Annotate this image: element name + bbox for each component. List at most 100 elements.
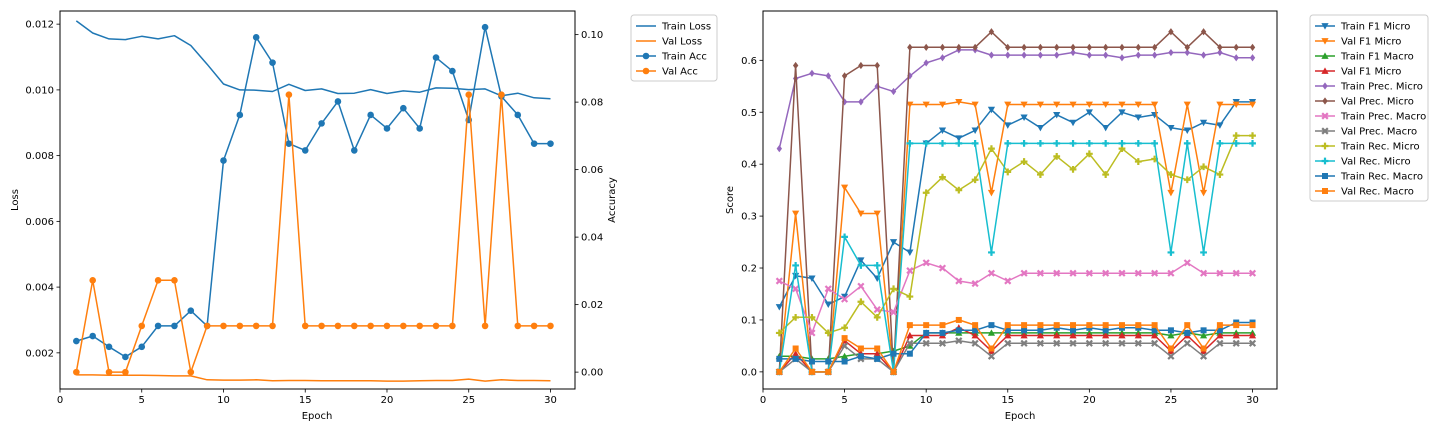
y2-tick-label: 0.08 [581, 98, 603, 109]
data-point [1069, 119, 1077, 127]
data-point [73, 337, 80, 345]
y-axis-label: Score [725, 186, 736, 214]
x-tick-labels: 0 5 10 15 20 25 30 [760, 389, 1259, 406]
data-point [857, 262, 865, 269]
data-point [971, 101, 979, 109]
series-val-f1-micro [775, 324, 1257, 375]
data-point [318, 322, 325, 330]
x-tick-label: 5 [841, 395, 847, 406]
data-point [890, 285, 897, 293]
legend-item-train-loss: Train Loss [636, 22, 711, 33]
data-point [1118, 101, 1126, 109]
x-tick-label: 0 [760, 395, 766, 406]
data-point [334, 98, 342, 105]
data-point [955, 135, 963, 142]
data-point [808, 368, 815, 375]
data-point [907, 43, 913, 51]
data-point [105, 368, 113, 376]
plot-marks [73, 20, 554, 382]
data-point [187, 368, 195, 376]
data-point [1004, 277, 1012, 285]
data-point [269, 322, 276, 330]
data-point [1199, 331, 1208, 339]
data-point [792, 61, 799, 70]
legend-item-val-f1-micro: Val F1 Micro [1315, 67, 1401, 78]
legend-marker [1321, 23, 1329, 30]
data-point [972, 322, 979, 329]
legend-marker [1322, 97, 1328, 105]
data-point [841, 72, 848, 80]
data-point [1167, 249, 1175, 256]
data-point [1216, 122, 1224, 129]
data-point [1216, 322, 1223, 329]
series-val-rec-macro [776, 316, 1256, 375]
y-tick-label: 0.3 [741, 212, 757, 223]
data-point [1183, 176, 1191, 184]
series-line [778, 49, 1253, 149]
data-point [1102, 331, 1110, 339]
data-point [220, 157, 227, 164]
data-point [1069, 165, 1077, 173]
data-point [1248, 331, 1257, 339]
data-point [1053, 269, 1061, 277]
data-point [1085, 101, 1093, 109]
data-point [252, 34, 260, 41]
data-point [1200, 51, 1207, 59]
data-point [873, 210, 881, 218]
data-point [857, 298, 865, 306]
data-point [971, 331, 979, 339]
legend-label: Train F1 Macro [1340, 52, 1414, 63]
data-point [1167, 352, 1175, 360]
data-point [1102, 51, 1109, 59]
data-point [1167, 269, 1175, 277]
data-point [938, 101, 947, 109]
data-point [874, 61, 880, 70]
data-point [792, 262, 800, 269]
data-point [1053, 331, 1061, 339]
legend-marker [1322, 188, 1328, 194]
data-point [1200, 249, 1207, 256]
data-point [1085, 150, 1093, 158]
data-point [138, 343, 146, 351]
legend-marker [1321, 52, 1329, 59]
data-point [1199, 352, 1208, 360]
data-point [1200, 28, 1207, 36]
data-point [547, 322, 554, 330]
data-point [432, 54, 440, 61]
data-point [1216, 339, 1224, 347]
data-point [1004, 322, 1011, 329]
data-point [906, 331, 914, 339]
legend-label: Val Rec. Macro [1341, 187, 1414, 198]
y-tick-label: 0.006 [25, 217, 54, 228]
data-point [1135, 43, 1142, 51]
data-point [1233, 43, 1239, 51]
data-point [1199, 189, 1208, 197]
data-point [971, 280, 979, 288]
data-point [873, 262, 881, 269]
data-point [1199, 119, 1208, 127]
legend: Train F1 Micro Val F1 Micro Train F1 Macro… [1309, 14, 1429, 202]
data-point [906, 350, 913, 357]
data-point [301, 322, 309, 330]
data-point [1102, 171, 1110, 178]
data-point [1053, 152, 1061, 160]
y-tick-label: 0.002 [25, 348, 54, 359]
x-tick-label: 20 [381, 395, 394, 406]
data-point [1102, 43, 1109, 51]
x-tick-label: 15 [299, 395, 312, 406]
data-point [1069, 339, 1077, 347]
data-point [1020, 269, 1028, 277]
data-point [318, 120, 325, 127]
x-tick-label: 25 [462, 395, 475, 406]
data-point [971, 127, 979, 135]
data-point [1102, 269, 1110, 277]
data-point [955, 186, 963, 194]
data-point [988, 145, 995, 152]
y2-tick-label: 0.04 [581, 233, 603, 244]
data-point [400, 322, 407, 330]
data-point [824, 301, 832, 308]
data-point [972, 327, 979, 334]
data-point [514, 111, 522, 119]
data-point [906, 101, 914, 109]
data-point [873, 350, 881, 357]
